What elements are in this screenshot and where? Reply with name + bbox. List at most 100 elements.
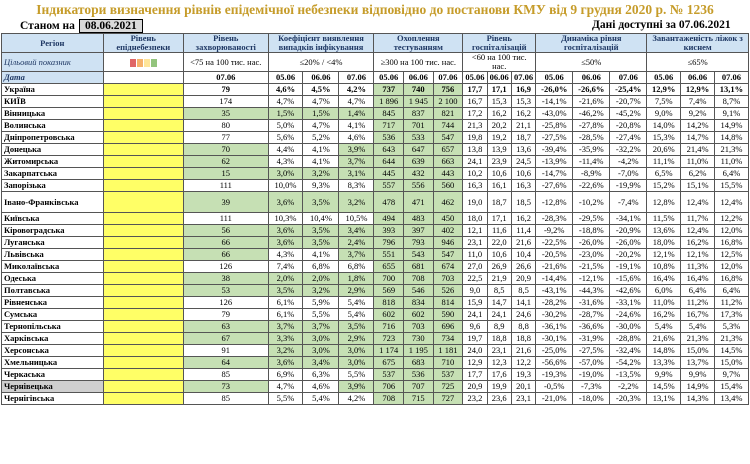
data-available: Дані доступні за 07.06.2021 — [592, 19, 731, 31]
hosp-cell: 21,9 — [486, 272, 512, 285]
incidence-cell: 174 — [182, 95, 269, 108]
coef-cell: 3,9% — [338, 143, 375, 156]
test-cell: 700 — [373, 272, 404, 285]
coef-cell: 4,3% — [267, 248, 304, 261]
coef-cell: 3,0% — [338, 344, 375, 357]
incidence-cell: 111 — [182, 212, 269, 225]
coef-cell: 3,3% — [267, 332, 304, 345]
date-danger — [102, 71, 184, 84]
dyn-cell: -7,0% — [609, 167, 648, 180]
test-cell: 655 — [373, 260, 404, 273]
beds-cell: 14,3% — [680, 392, 715, 405]
coef-cell: 3,5% — [302, 224, 340, 237]
beds-cell: 21,3% — [713, 332, 750, 345]
table-row: Кіровоградська 56 3,6% 3,5% 3,4% 393 397 402 12,… — [1, 224, 750, 237]
coef-cell: 2,9% — [338, 284, 375, 297]
test-cell: 793 — [403, 236, 434, 249]
legend-colors — [102, 52, 184, 72]
region-name: Україна — [1, 83, 104, 96]
date-col: 06.06 — [486, 71, 512, 84]
hosp-cell: 15,9 — [462, 296, 488, 309]
header-incidence: Рівень захворюваності — [182, 33, 269, 53]
coef-cell: 3,2% — [338, 191, 375, 213]
dyn-cell: -22,5% — [535, 236, 574, 249]
coef-cell: 4,2% — [338, 392, 375, 405]
beds-cell: 6,4% — [713, 167, 750, 180]
hosp-cell: 8,5 — [486, 284, 512, 297]
dyn-cell: -14,7% — [535, 167, 574, 180]
beds-cell: 12,4% — [680, 224, 715, 237]
coef-cell: 5,5% — [302, 308, 340, 321]
region-name: Чернівецька — [1, 380, 104, 393]
coef-cell: 4,5% — [302, 83, 340, 96]
hosp-cell: 18,7 — [510, 131, 537, 144]
test-cell: 2 100 — [432, 95, 464, 108]
hosp-cell: 11,4 — [510, 224, 537, 237]
hosp-cell: 16,2 — [510, 212, 537, 225]
hosp-cell: 13,8 — [462, 143, 488, 156]
test-cell: 1 174 — [373, 344, 404, 357]
dyn-cell: -42,6% — [609, 284, 648, 297]
table-row: Київська 111 10,3% 10,4% 10,5% 494 483 450 18,0 1… — [1, 212, 750, 225]
hosp-cell: 12,1 — [462, 224, 488, 237]
incidence-cell: 91 — [182, 344, 269, 357]
dyn-cell: -25,0% — [535, 344, 574, 357]
hosp-cell: 15,3 — [486, 95, 512, 108]
test-cell: 716 — [373, 320, 404, 333]
beds-cell: 21,3% — [713, 143, 750, 156]
header-row: Регіон Рівень епіднебезпеки Рівень захво… — [1, 33, 749, 53]
table-row: Чернігівська 85 5,5% 5,4% 4,2% 708 715 727 23,2 2… — [1, 392, 750, 405]
test-cell: 1 181 — [432, 344, 464, 357]
beds-cell: 6,5% — [646, 167, 682, 180]
hosp-cell: 8,8 — [510, 320, 537, 333]
test-cell: 590 — [432, 308, 464, 321]
hosp-cell: 15,3 — [510, 95, 537, 108]
hosp-cell: 18,5 — [510, 191, 537, 213]
coef-cell: 5,6% — [267, 131, 304, 144]
table-row: Полтавська 53 3,5% 3,2% 2,9% 569 546 526 9,0 8,5 8… — [1, 284, 750, 297]
beds-cell: 14,9% — [680, 380, 715, 393]
beds-cell: 20,6% — [646, 143, 682, 156]
beds-cell: 16,4% — [680, 272, 715, 285]
beds-cell: 13,1% — [713, 83, 750, 96]
date-col: 07.06 — [609, 71, 648, 84]
dyn-cell: -28,8% — [609, 332, 648, 345]
incidence-cell: 79 — [182, 83, 269, 96]
region-name: Харківська — [1, 332, 104, 345]
beds-cell: 13,1% — [646, 392, 682, 405]
coef-cell: 10,5% — [338, 212, 375, 225]
date-col: 06.06 — [572, 71, 611, 84]
beds-cell: 12,0% — [713, 260, 750, 273]
region-name: Тернопільська — [1, 320, 104, 333]
beds-cell: 15,5% — [713, 179, 750, 192]
test-cell: 683 — [403, 356, 434, 369]
coef-cell: 3,6% — [267, 224, 304, 237]
coef-cell: 4,3% — [267, 155, 304, 168]
hosp-cell: 19,7 — [462, 332, 488, 345]
coef-cell: 4,4% — [267, 143, 304, 156]
dyn-cell: -18,8% — [572, 224, 611, 237]
beds-cell: 15,3% — [646, 131, 682, 144]
dyn-cell: -36,1% — [535, 320, 574, 333]
beds-cell: 12,0% — [713, 224, 750, 237]
table-row: Вінницька 35 1,5% 1,5% 1,4% 845 837 821 17,2 16,2… — [1, 107, 750, 120]
hosp-cell: 17,7 — [462, 368, 488, 381]
test-cell: 845 — [373, 107, 404, 120]
incidence-cell: 126 — [182, 296, 269, 309]
dyn-cell: -14,4% — [535, 272, 574, 285]
region-name: Полтавська — [1, 284, 104, 297]
region-name: Київська — [1, 212, 104, 225]
test-cell: 432 — [403, 167, 434, 180]
coef-cell: 5,0% — [267, 119, 304, 132]
region-name: Херсонська — [1, 344, 104, 357]
beds-cell: 12,8% — [646, 191, 682, 213]
test-cell: 744 — [432, 119, 464, 132]
hosp-cell: 20,9 — [510, 272, 537, 285]
dyn-cell: -21,6% — [572, 95, 611, 108]
hosp-cell: 16,9 — [510, 83, 537, 96]
region-name: Львівська — [1, 248, 104, 261]
test-cell: 644 — [373, 155, 404, 168]
hosp-cell: 23,6 — [486, 392, 512, 405]
coef-cell: 3,7% — [338, 248, 375, 261]
hosp-cell: 10,4 — [510, 248, 537, 261]
